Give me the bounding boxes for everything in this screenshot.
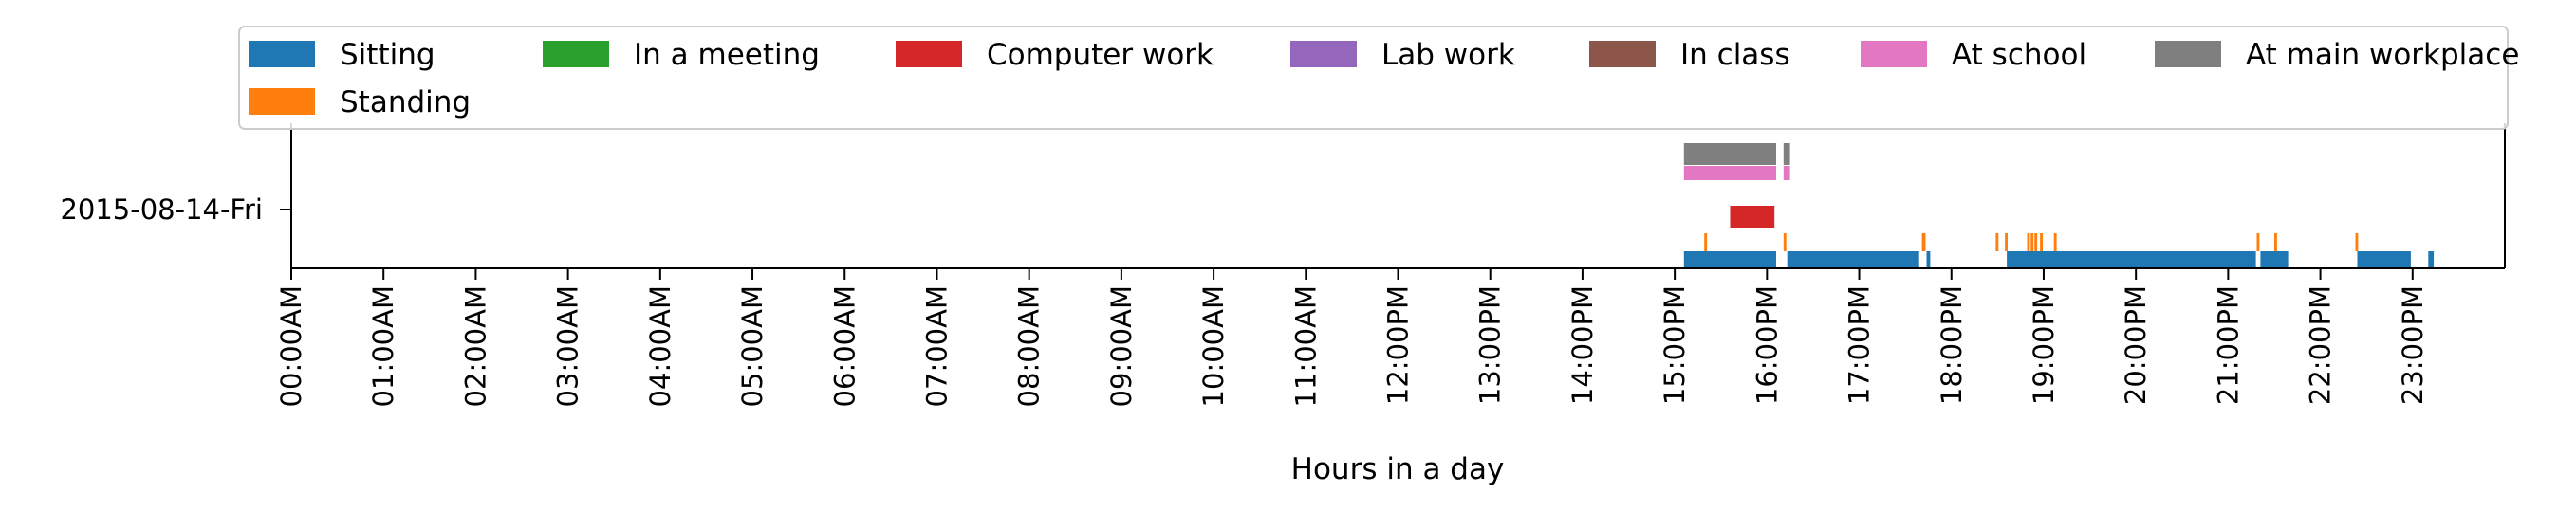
x-axis-label: Hours in a day — [1291, 452, 1505, 486]
x-tick-label: 11:00AM — [1289, 285, 1322, 407]
standing-bar — [1704, 233, 1708, 251]
legend-label-at-main-workplace: At main workplace — [2246, 38, 2519, 72]
y-tick-label: 2015-08-14-Fri — [60, 193, 263, 226]
standing-bar — [2005, 233, 2008, 251]
x-tick-label: 21:00PM — [2212, 285, 2244, 405]
legend-swatch-in-class — [1589, 41, 1656, 67]
x-tick-label: 10:00AM — [1197, 285, 1230, 407]
standing-bar — [1921, 233, 1926, 251]
x-tick-label: 22:00PM — [2305, 285, 2337, 405]
sitting-bar — [1787, 251, 1919, 268]
standing-bar — [1783, 233, 1787, 251]
standing-bar — [2040, 233, 2043, 251]
sitting-bar — [2260, 251, 2289, 268]
legend-box — [238, 26, 2509, 130]
legend-swatch-lab-work — [1290, 41, 1357, 67]
legend-label-at-school: At school — [1952, 38, 2086, 72]
plot-area — [1683, 143, 2435, 268]
legend-label-in-class: In class — [1680, 38, 1790, 72]
x-tick-label: 20:00PM — [2120, 285, 2152, 405]
standing-bar — [2274, 233, 2277, 251]
at-main-workplace-bar — [1783, 143, 1790, 165]
standing-bar — [2355, 233, 2359, 251]
x-tick-label: 07:00AM — [921, 285, 954, 407]
x-tick-label: 01:00AM — [367, 285, 399, 407]
legend-label-in-a-meeting: In a meeting — [634, 38, 820, 72]
legend-swatch-computer-work — [896, 41, 962, 67]
x-tick-label: 16:00PM — [1751, 285, 1783, 405]
x-tick-label: 02:00AM — [459, 285, 491, 407]
legend-swatch-standing — [249, 88, 315, 115]
at-main-workplace-bar — [1683, 143, 1776, 165]
legend-label-sitting: Sitting — [340, 38, 436, 72]
x-tick-label: 18:00PM — [1936, 285, 1968, 405]
at-school-bar — [1683, 166, 1776, 180]
sitting-bar — [1926, 251, 1931, 268]
legend-label-lab-work: Lab work — [1381, 38, 1515, 72]
standing-bar — [2030, 233, 2034, 251]
legend: Sitting In a meeting Computer work Lab work… — [238, 26, 2519, 130]
sitting-bar — [1683, 251, 1776, 268]
x-tick-label: 09:00AM — [1105, 285, 1138, 407]
at-school-bar — [1783, 166, 1790, 180]
x-tick-label: 12:00PM — [1382, 285, 1415, 405]
legend-label-standing: Standing — [340, 85, 471, 119]
x-tick-label: 08:00AM — [1013, 285, 1046, 407]
standing-bar — [2027, 233, 2030, 251]
sitting-bar — [2428, 251, 2435, 268]
standing-bar — [2256, 233, 2260, 251]
sitting-bar — [2357, 251, 2411, 268]
standing-bar — [1995, 233, 1999, 251]
x-tick-label: 19:00PM — [2028, 285, 2060, 405]
legend-swatch-at-school — [1861, 41, 1927, 67]
legend-swatch-at-main-workplace — [2155, 41, 2221, 67]
x-tick-label: 03:00AM — [552, 285, 584, 407]
x-tick-label: 23:00PM — [2397, 285, 2429, 405]
legend-label-computer-work: Computer work — [987, 38, 1214, 72]
x-tick-label: 15:00PM — [1659, 285, 1691, 405]
legend-swatch-sitting — [249, 41, 315, 67]
x-tick-label: 04:00AM — [644, 285, 676, 407]
x-tick-label: 17:00PM — [1844, 285, 1876, 405]
axes: 00:00AM 01:00AM 02:00AM 03:00AM 04:00AM 05:00… — [60, 123, 2506, 407]
standing-bar — [2034, 233, 2038, 251]
x-tick-label: 00:00AM — [275, 285, 307, 407]
computer-work-bar — [1730, 206, 1775, 228]
x-tick-label: 14:00PM — [1566, 285, 1599, 405]
x-tick-label: 05:00AM — [736, 285, 769, 407]
x-tick-label: 13:00PM — [1474, 285, 1507, 405]
standing-bar — [2053, 233, 2057, 251]
legend-swatch-in-a-meeting — [543, 41, 609, 67]
x-tick-label: 06:00AM — [828, 285, 861, 407]
sitting-bar — [2007, 251, 2256, 268]
